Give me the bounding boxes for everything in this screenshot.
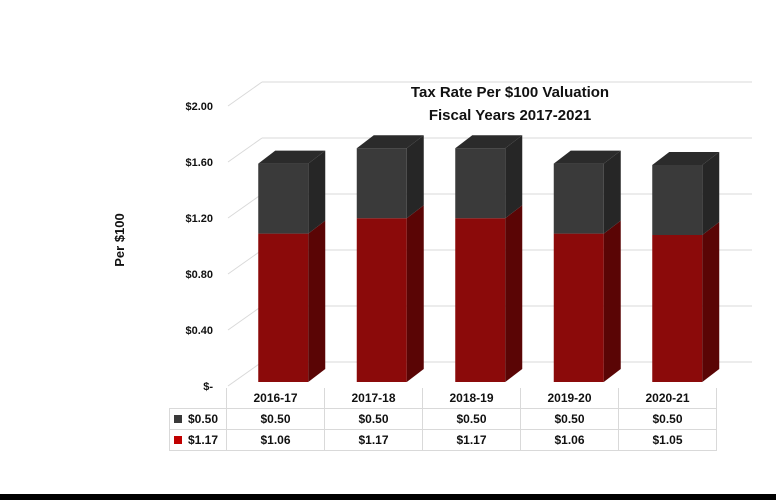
data-label: $1.05 [618,429,717,451]
gridline-depth [227,81,263,107]
data-label: $1.17 [422,429,521,451]
bar-segment-front [356,148,407,219]
bar-top [553,150,621,164]
data-label: $1.17 [324,429,423,451]
y-tick-label: $2.00 [185,101,213,113]
bar-top [652,152,720,165]
bar-segment-side [308,150,326,234]
bar-segment-side [603,220,621,382]
bar-segment-front [258,233,309,382]
category-label: 2016-17 [226,388,325,409]
bar-top [258,150,326,164]
legend-swatch-gray [174,415,182,423]
bar-segment-front [553,163,604,234]
y-tick-label: $- [203,381,213,393]
bar-segment-side [505,135,523,219]
bar-segment-front [455,148,506,219]
bars [258,135,720,382]
table-row-series-red: $1.17 $1.06 $1.17 $1.17 $1.06 $1.05 [169,429,717,451]
legend-label: $1.17 [188,433,219,447]
data-label: $0.50 [422,408,521,430]
category-label: 2018-19 [422,388,521,409]
bar-segment-side [308,220,326,382]
category-label: 2017-18 [324,388,423,409]
bar-segment-side [603,150,621,234]
legend-swatch-red [174,436,182,444]
gridline-depth [227,305,263,331]
data-label: $0.50 [618,408,717,430]
legend-key: $1.17 [169,429,227,451]
table-header-row: 2016-17 2017-18 2018-19 2019-20 2020-21 [170,388,717,409]
bar-segment-front [553,233,604,382]
y-tick-label: $0.80 [185,269,213,281]
y-axis-label: Per $100 [112,213,127,267]
y-tick-label: $1.60 [185,157,213,169]
data-label: $0.50 [226,408,325,430]
data-label: $0.50 [520,408,619,430]
bar-segment-front [455,218,506,382]
category-label: 2020-21 [618,388,717,409]
bar-segment-front [652,165,703,235]
y-tick-label: $0.40 [185,325,213,337]
chart-title-line1: Tax Rate Per $100 Valuation [411,84,609,101]
legend-key: $0.50 [169,408,227,430]
bar-segment-front [258,163,309,234]
gridline-depth [227,137,263,163]
gridline-depth [227,361,263,387]
y-tick-label: $1.20 [185,213,213,225]
data-label: $1.06 [520,429,619,451]
bar-segment-side [406,205,424,382]
bar-top [455,135,523,149]
gridline-depth [227,193,263,219]
table-row-series-gray: $0.50 $0.50 $0.50 $0.50 $0.50 $0.50 [169,408,717,430]
bar-top [356,135,424,149]
y-axis-ticks: $- $0.40 $0.80 $1.20 $1.60 $2.00 [185,101,213,393]
bar-segment-front [652,235,703,382]
data-label: $0.50 [324,408,423,430]
legend-label: $0.50 [188,412,219,426]
bar-segment-side [702,152,720,235]
data-label: $1.06 [226,429,325,451]
bottom-border [0,494,776,500]
bar-segment-front [356,218,407,382]
bar-segment-side [406,135,424,219]
category-label: 2019-20 [520,388,619,409]
bar-segment-side [702,222,720,382]
bar-segment-side [505,205,523,382]
chart-title-line2: Fiscal Years 2017-2021 [429,107,591,124]
data-table: 2016-17 2017-18 2018-19 2019-20 2020-21 … [169,388,717,451]
gridline-depth [227,249,263,275]
